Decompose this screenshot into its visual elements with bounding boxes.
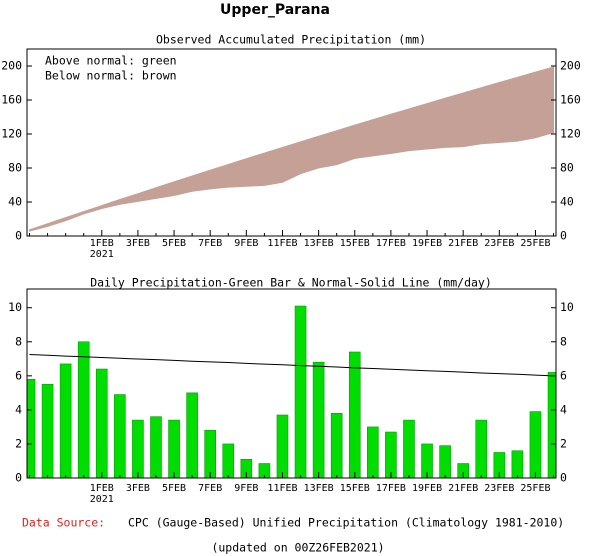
bar <box>348 351 361 478</box>
x-tick-label: 23FEB <box>484 483 514 494</box>
y-tick-label: 10 <box>8 300 22 314</box>
bar <box>95 368 108 478</box>
y2-tick-label: 160 <box>560 93 581 107</box>
y2-tick-label: 120 <box>560 127 581 141</box>
bar <box>312 361 325 478</box>
x-tick-label: 9FEB <box>234 483 258 494</box>
accumulated-panel: Observed Accumulated Precipitation (mm) A… <box>1 33 581 261</box>
bar <box>132 419 144 478</box>
bar <box>421 443 433 478</box>
x-tick-label: 13FEB <box>304 483 334 494</box>
bar <box>204 430 216 478</box>
y2-tick-label: 0 <box>560 229 567 243</box>
y2-tick-label: 0 <box>560 471 567 485</box>
bar <box>457 463 469 478</box>
y-tick-label: 2 <box>15 436 22 450</box>
bar <box>150 416 162 478</box>
y2-tick-label: 80 <box>560 161 574 175</box>
x-tick-label: 13FEB <box>304 238 334 249</box>
plot-area <box>27 305 556 478</box>
plot-frame <box>26 48 557 237</box>
below-normal-area <box>29 66 555 232</box>
x-tick-label: 19FEB <box>412 238 442 249</box>
y-tick-label: 40 <box>8 195 22 209</box>
bar <box>276 414 289 478</box>
y-tick-label: 80 <box>8 161 22 175</box>
bar <box>367 426 379 478</box>
page-title: Upper_Parana <box>220 2 330 18</box>
y-tick-label: 8 <box>15 334 22 348</box>
x-tick-label: 11FEB <box>267 483 297 494</box>
bar <box>114 394 126 478</box>
bar <box>511 450 524 478</box>
bar <box>27 378 36 478</box>
panel-title: Daily Precipitation-Green Bar & Normal-S… <box>90 276 492 290</box>
x-tick-label: 3FEB <box>126 483 150 494</box>
y2-tick-label: 40 <box>560 195 574 209</box>
source-label: Data Source: <box>22 516 105 530</box>
x-tick-label: 15FEB <box>340 483 370 494</box>
x-tick-label: 5FEB <box>162 483 186 494</box>
x-tick-label: 1FEB <box>90 238 114 249</box>
x-tick-label: 5FEB <box>162 238 186 249</box>
annotation: Above normal: green <box>45 54 177 68</box>
y-tick-label: 6 <box>15 368 22 382</box>
panel-title: Observed Accumulated Precipitation (mm) <box>156 33 426 47</box>
y-tick-label: 0 <box>15 471 22 485</box>
x-tick-label: 7FEB <box>198 238 222 249</box>
bar <box>294 305 307 478</box>
y-tick-label: 0 <box>15 229 22 243</box>
bar <box>547 372 556 478</box>
y-tick-label: 4 <box>15 402 22 416</box>
updated: (updated on 00Z26FEB2021) <box>211 541 384 555</box>
y2-tick-label: 200 <box>560 59 581 73</box>
x-year-label: 2021 <box>90 249 114 260</box>
bar <box>59 363 72 478</box>
bar <box>385 431 397 478</box>
bar <box>330 412 343 478</box>
y2-tick-label: 2 <box>560 436 567 450</box>
x-year-label: 2021 <box>90 494 114 505</box>
x-tick-label: 21FEB <box>448 483 478 494</box>
y2-tick-label: 6 <box>560 368 567 382</box>
normal-line <box>29 354 554 377</box>
y-tick-label: 160 <box>1 93 22 107</box>
bar <box>403 419 415 478</box>
bar <box>439 445 451 478</box>
bar <box>186 392 198 478</box>
bar <box>529 411 542 478</box>
x-tick-label: 25FEB <box>520 238 550 249</box>
plot-frame <box>26 288 557 479</box>
x-tick-label: 17FEB <box>376 483 406 494</box>
x-tick-label: 15FEB <box>340 238 370 249</box>
y2-tick-label: 4 <box>560 402 567 416</box>
x-tick-label: 23FEB <box>484 238 514 249</box>
y-tick-label: 120 <box>1 127 22 141</box>
bar <box>77 341 90 478</box>
x-tick-label: 17FEB <box>376 238 406 249</box>
bar <box>168 419 180 478</box>
x-tick-label: 9FEB <box>234 238 258 249</box>
x-tick-label: 25FEB <box>520 483 550 494</box>
y-tick-label: 200 <box>1 59 22 73</box>
x-tick-label: 7FEB <box>198 483 222 494</box>
x-tick-label: 21FEB <box>448 238 478 249</box>
x-tick-label: 3FEB <box>126 238 150 249</box>
x-tick-label: 19FEB <box>412 483 442 494</box>
bar <box>258 463 271 478</box>
source: CPC (Gauge-Based) Unified Precipitation … <box>128 516 564 530</box>
bar <box>41 384 54 478</box>
bar <box>475 419 488 478</box>
annotation: Below normal: brown <box>45 69 177 83</box>
plot-area <box>29 66 555 232</box>
x-tick-label: 1FEB <box>90 483 114 494</box>
y2-tick-label: 8 <box>560 334 567 348</box>
x-tick-label: 11FEB <box>267 238 297 249</box>
bar <box>493 452 506 478</box>
bar <box>222 443 235 478</box>
daily-panel: Daily Precipitation-Green Bar & Normal-S… <box>8 276 574 506</box>
y2-tick-label: 10 <box>560 300 574 314</box>
